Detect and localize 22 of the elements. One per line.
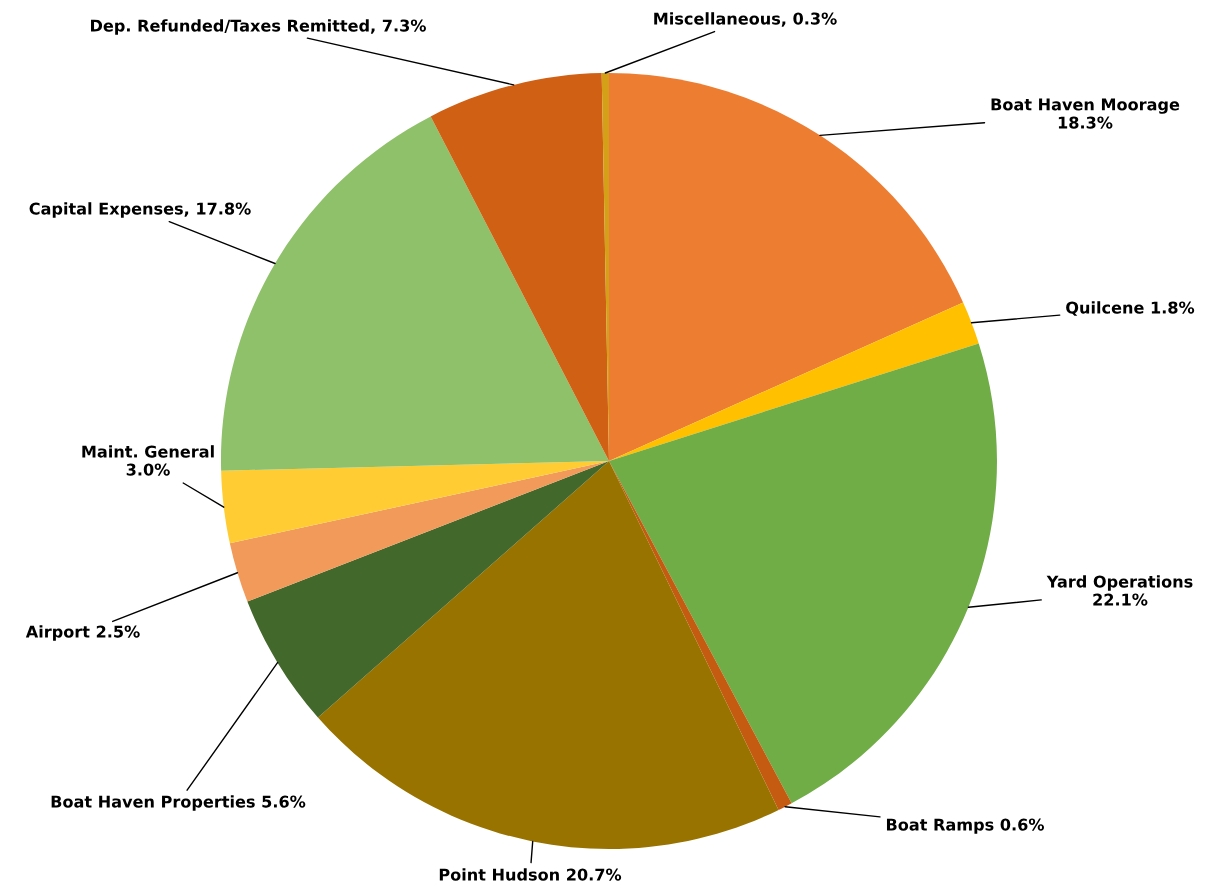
slice-label: Quilcene 1.8% bbox=[1066, 301, 1195, 316]
pie-slice bbox=[221, 461, 609, 544]
pie-slice bbox=[609, 302, 979, 461]
slice-label: Capital Expenses, 17.8% bbox=[29, 202, 251, 218]
slice-label: Boat Haven Moorage bbox=[991, 98, 1180, 114]
pie-slice bbox=[247, 461, 609, 718]
pie-slice bbox=[229, 461, 609, 602]
data-label: 3.0% bbox=[126, 463, 170, 476]
slice-label: Yard Operations bbox=[1046, 575, 1193, 591]
slice-label: Point Hudson 20.7% bbox=[439, 868, 622, 881]
slice-label: Boat Ramps 0.6% bbox=[886, 818, 1044, 834]
slice-label: Maint. General bbox=[82, 445, 214, 458]
pie-slice bbox=[609, 343, 997, 804]
data-label: 18.3% bbox=[1058, 116, 1113, 129]
pie-slice bbox=[430, 73, 609, 461]
slice-label: Boat Haven Properties 5.6% bbox=[51, 795, 306, 811]
pie-slice bbox=[609, 73, 964, 461]
slice-label: Dep. Refunded/Taxes Remitted, 7.3% bbox=[91, 19, 426, 35]
data-label: 22.1% bbox=[1093, 593, 1148, 606]
pie-slice bbox=[317, 461, 779, 849]
slice-label: Airport 2.5% bbox=[25, 625, 140, 641]
slice-label: Miscellaneous, 0.3% bbox=[654, 12, 837, 27]
